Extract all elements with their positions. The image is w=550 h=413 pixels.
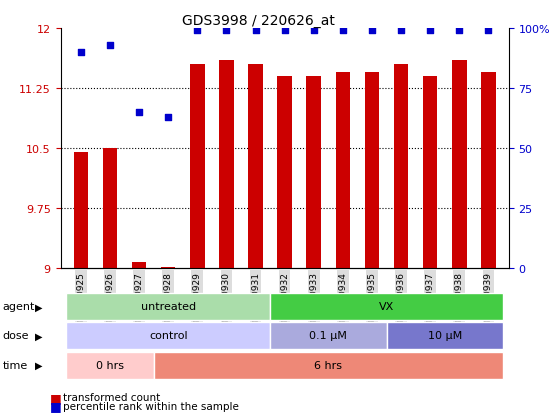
Bar: [277, 77, 292, 268]
Text: ■: ■: [50, 391, 61, 404]
Point: [106, 43, 114, 49]
Bar: [103, 149, 117, 268]
Text: agent: agent: [3, 301, 35, 312]
Text: untreated: untreated: [141, 301, 196, 312]
Bar: [306, 77, 321, 268]
Bar: [190, 65, 205, 268]
Bar: [248, 65, 263, 268]
Point: [135, 109, 144, 116]
Text: 10 μM: 10 μM: [427, 330, 462, 341]
Bar: [219, 61, 234, 268]
Text: 0.1 μM: 0.1 μM: [309, 330, 347, 341]
Text: control: control: [149, 330, 188, 341]
Text: ▶: ▶: [35, 301, 42, 312]
Text: ■: ■: [50, 399, 61, 412]
Bar: [132, 263, 146, 268]
Point: [484, 28, 493, 35]
Point: [309, 28, 318, 35]
Bar: [394, 65, 408, 268]
Point: [455, 28, 464, 35]
Bar: [74, 153, 88, 268]
Point: [164, 114, 173, 121]
Text: percentile rank within the sample: percentile rank within the sample: [63, 401, 239, 411]
Bar: [365, 73, 379, 268]
Point: [397, 28, 405, 35]
Text: 6 hrs: 6 hrs: [314, 360, 342, 370]
Point: [76, 50, 85, 56]
Text: 0 hrs: 0 hrs: [96, 360, 124, 370]
Text: VX: VX: [379, 301, 394, 312]
Text: transformed count: transformed count: [63, 392, 161, 402]
Point: [338, 28, 347, 35]
Point: [222, 28, 231, 35]
Point: [426, 28, 434, 35]
Bar: [481, 73, 496, 268]
Bar: [452, 61, 466, 268]
Text: ▶: ▶: [35, 360, 42, 370]
Text: ▶: ▶: [35, 330, 42, 341]
Point: [251, 28, 260, 35]
Text: time: time: [3, 360, 28, 370]
Text: dose: dose: [3, 330, 29, 341]
Point: [280, 28, 289, 35]
Text: GDS3998 / 220626_at: GDS3998 / 220626_at: [182, 14, 334, 28]
Bar: [336, 73, 350, 268]
Point: [367, 28, 376, 35]
Point: [193, 28, 202, 35]
Bar: [423, 77, 437, 268]
